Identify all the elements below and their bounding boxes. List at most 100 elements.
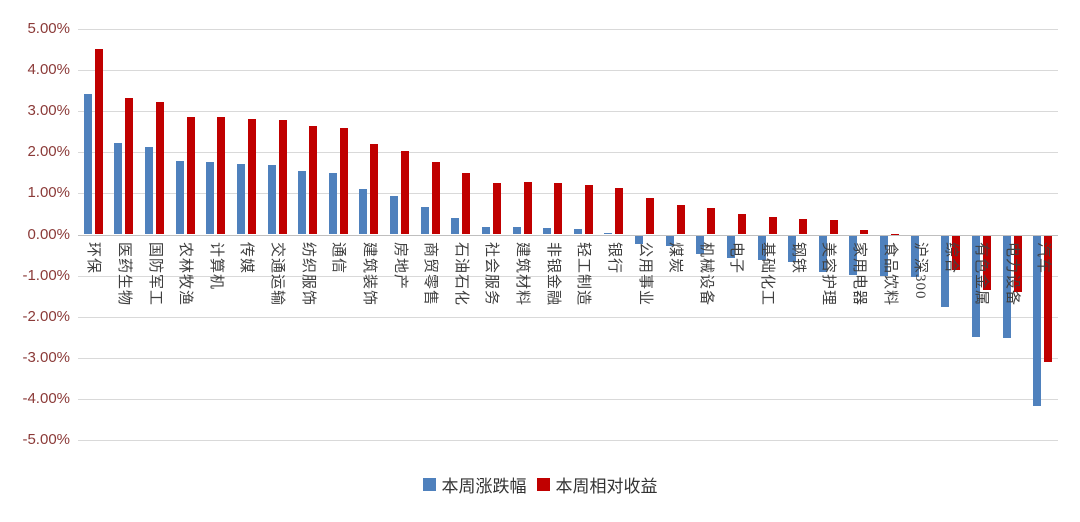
bar-relative-return	[982, 235, 991, 291]
legend-item-relative-return: 本周相对收益	[536, 472, 658, 497]
bar-weekly-change	[328, 172, 337, 235]
category-label: 传媒	[238, 242, 255, 275]
legend-swatch-relative-return	[536, 478, 550, 491]
bar-relative-return	[952, 235, 961, 271]
bar-relative-return	[1013, 235, 1022, 293]
bar-relative-return	[186, 116, 195, 235]
bar-relative-return	[615, 188, 624, 235]
bar-relative-return	[278, 119, 287, 235]
bar-weekly-change	[880, 235, 889, 276]
bar-relative-return	[125, 98, 134, 235]
bar-weekly-change	[573, 228, 582, 235]
bar-relative-return	[401, 151, 410, 235]
category-label: 电力设备	[1004, 242, 1021, 307]
category-label: 电子	[728, 242, 745, 275]
bar-relative-return	[707, 208, 716, 235]
gridline	[78, 398, 1058, 400]
category-label: 医药生物	[115, 242, 132, 307]
category-label: 沪深300	[912, 242, 929, 300]
legend-item-weekly-change: 本周涨跌幅	[422, 472, 527, 497]
category-label: 国防军工	[146, 242, 163, 307]
bar-weekly-change	[114, 143, 123, 235]
y-tick-label: -3.00%	[22, 348, 70, 366]
bar-weekly-change	[849, 235, 858, 275]
category-label: 农林牧渔	[177, 242, 194, 307]
bar-relative-return	[339, 128, 348, 235]
category-label: 综合	[942, 242, 959, 275]
category-label: 通信	[330, 242, 347, 275]
y-tick-label: 0.00%	[27, 225, 70, 243]
bar-relative-return	[94, 48, 103, 235]
bar-weekly-change	[359, 188, 368, 235]
bar-relative-return	[217, 117, 226, 235]
category-label: 商贸零售	[422, 242, 439, 307]
bar-weekly-change	[543, 227, 552, 235]
bar-relative-return	[676, 205, 685, 235]
bar-relative-return	[646, 197, 655, 235]
bar-relative-return	[370, 143, 379, 235]
bar-relative-return	[860, 229, 869, 235]
bar-relative-return	[554, 182, 563, 235]
y-tick-label: -5.00%	[22, 431, 70, 448]
category-label: 建筑材料	[514, 242, 531, 307]
gridline	[78, 29, 1058, 30]
gridline	[78, 152, 1058, 154]
bar-weekly-change	[788, 235, 797, 262]
bar-relative-return	[891, 233, 900, 235]
y-tick-label: 3.00%	[27, 102, 70, 120]
bar-weekly-change	[145, 146, 154, 235]
category-label: 基础化工	[759, 242, 776, 307]
gridline	[78, 357, 1058, 359]
category-label: 煤炭	[667, 242, 684, 275]
bar-relative-return	[462, 173, 471, 235]
bar-weekly-change	[941, 235, 950, 308]
gridline	[78, 440, 1058, 441]
bar-weekly-change	[696, 235, 705, 254]
gridline	[78, 316, 1058, 318]
category-label: 石油石化	[452, 242, 469, 307]
bar-relative-return	[584, 184, 593, 235]
gridline	[78, 275, 1058, 277]
category-label: 钢铁	[789, 242, 806, 275]
bar-weekly-change	[726, 235, 735, 258]
bar-weekly-change	[757, 235, 766, 261]
bar-weekly-change	[665, 235, 674, 247]
bar-weekly-change	[512, 226, 521, 235]
bar-weekly-change	[390, 195, 399, 235]
bar-weekly-change	[481, 227, 490, 235]
category-label: 纺织服饰	[299, 242, 316, 307]
bar-weekly-change	[420, 207, 429, 235]
category-label: 家用电器	[850, 242, 867, 307]
legend-label-weekly-change: 本周涨跌幅	[441, 477, 527, 496]
category-label: 非银金融	[544, 242, 561, 307]
category-label: 交通运输	[269, 242, 286, 307]
bar-relative-return	[156, 102, 165, 235]
category-label: 建筑装饰	[360, 242, 377, 307]
y-tick-label: 4.00%	[27, 61, 70, 79]
bar-weekly-change	[604, 232, 613, 235]
bar-weekly-change	[451, 218, 460, 235]
bar-weekly-change	[83, 93, 92, 235]
category-label: 轻工制造	[575, 242, 592, 307]
y-tick-label: -1.00%	[22, 266, 70, 284]
bar-weekly-change	[236, 163, 245, 235]
category-label: 食品饮料	[881, 242, 898, 307]
bar-weekly-change	[910, 235, 919, 278]
category-label: 公用事业	[636, 242, 653, 307]
category-label: 汽车	[1034, 242, 1051, 275]
bar-weekly-change	[298, 171, 307, 235]
category-label: 美容护理	[820, 242, 837, 307]
y-tick-label: 2.00%	[27, 143, 70, 161]
bar-weekly-change	[971, 235, 980, 337]
gridline	[78, 70, 1058, 72]
bar-relative-return	[768, 216, 777, 235]
gridline	[78, 193, 1058, 195]
bar-relative-return	[829, 220, 838, 235]
bar-weekly-change	[1002, 235, 1011, 339]
gridline	[78, 111, 1058, 113]
bar-relative-return	[431, 162, 440, 235]
bar-weekly-change	[175, 161, 184, 235]
category-label: 环保	[85, 242, 102, 275]
y-tick-label: 1.00%	[27, 184, 70, 202]
y-tick-label: 5.00%	[27, 20, 70, 37]
